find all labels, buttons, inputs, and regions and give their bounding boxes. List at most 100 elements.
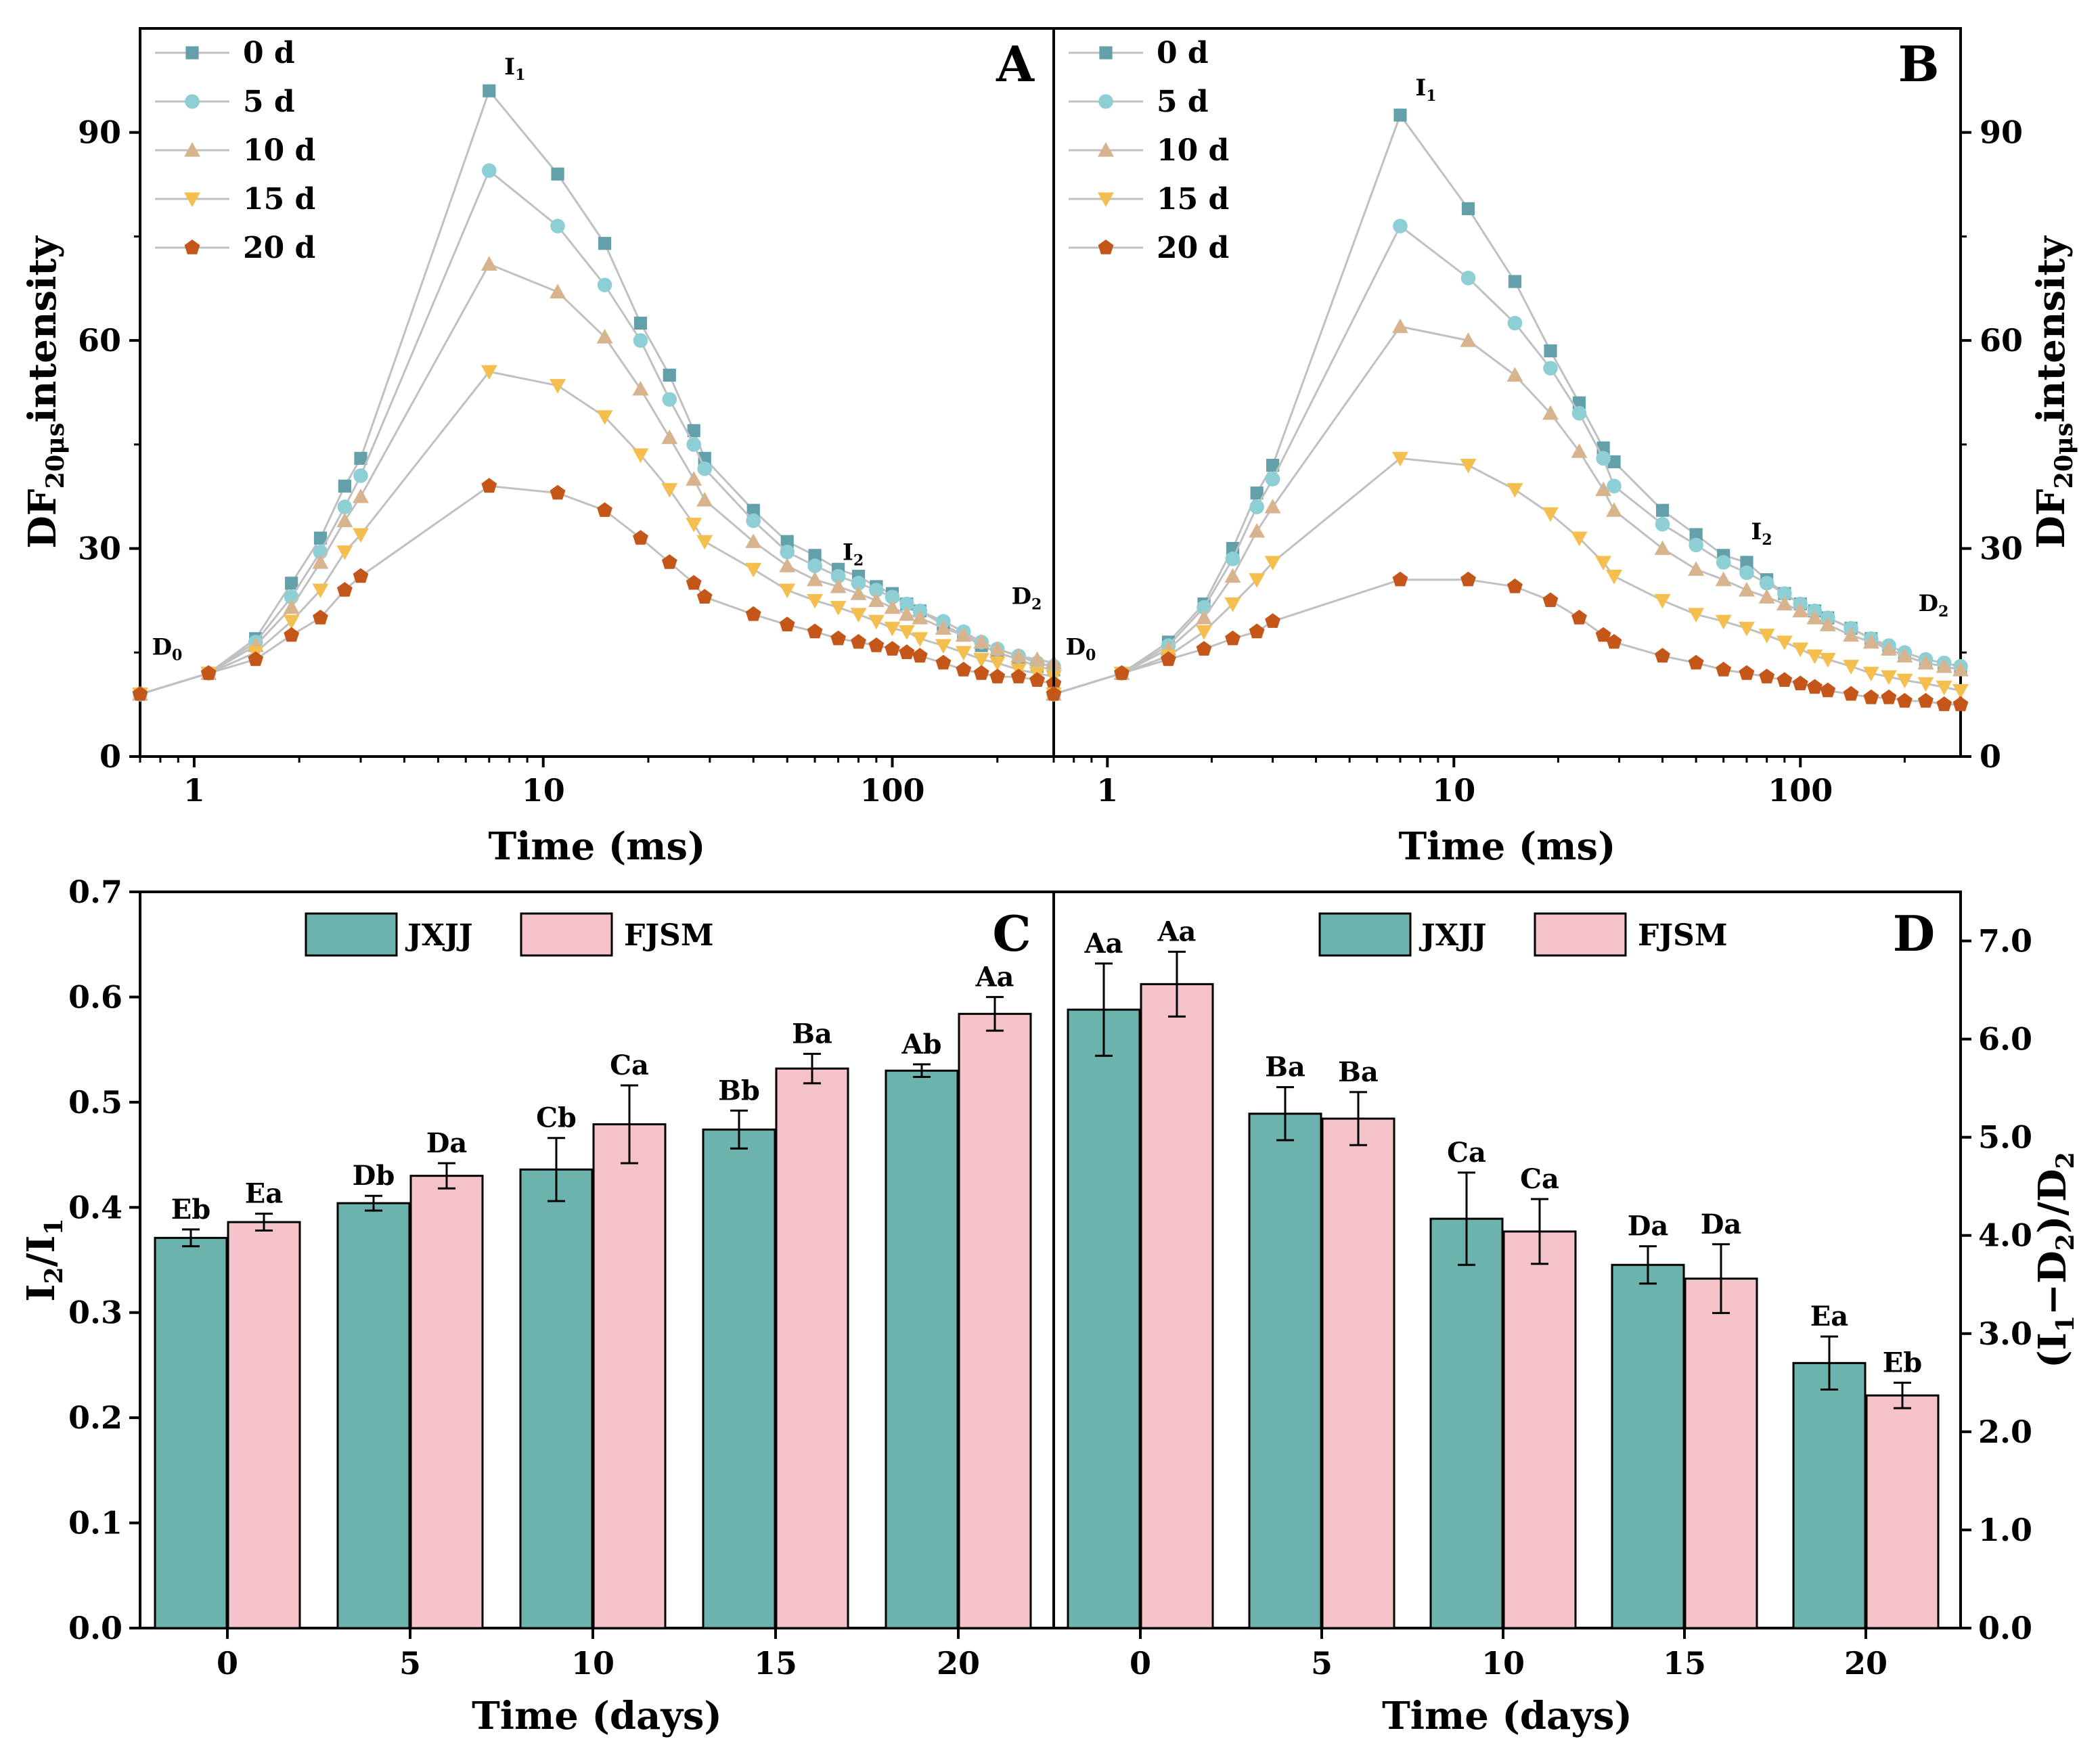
- bar-jxjj: [336, 1202, 411, 1629]
- x-tick-label: 10: [1432, 772, 1475, 809]
- data-point: [1249, 573, 1266, 588]
- y-tick-label: 5.0: [1978, 1119, 2032, 1156]
- annotation-part: D: [152, 634, 172, 661]
- data-point: [661, 429, 678, 445]
- y-tick-label: 0.2: [68, 1399, 122, 1436]
- significance-label: Eb: [1883, 1347, 1922, 1378]
- bar-jxjj: [1248, 1112, 1322, 1629]
- data-point: [312, 583, 329, 599]
- annotation-sub: 2: [1031, 596, 1042, 614]
- data-point: [935, 654, 952, 670]
- bar-fjsm: [592, 1123, 667, 1629]
- legend-label: FJSM: [624, 918, 714, 953]
- legend-swatch-fjsm: [1534, 912, 1627, 957]
- y-tick-label: 90: [78, 114, 121, 151]
- data-point: [1655, 503, 1670, 517]
- series-line-10d: [1053, 325, 1961, 696]
- data-point: [1544, 344, 1557, 358]
- y-axis-label-sub: 20μs: [41, 423, 70, 489]
- legend: JXJJ FJSM: [305, 912, 714, 957]
- bar-jxjj: [154, 1236, 228, 1629]
- y-tick-label: 0.4: [68, 1189, 122, 1225]
- data-point: [1595, 481, 1612, 497]
- data-point: [1689, 537, 1703, 553]
- y-tick-label: 1.0: [1978, 1512, 2032, 1548]
- annotation: D2: [1919, 590, 1949, 621]
- annotation: D0: [152, 634, 183, 664]
- annotation: D0: [1066, 634, 1096, 664]
- series-markers-5d: [133, 163, 1061, 702]
- data-point: [481, 163, 497, 178]
- data-point: [830, 578, 847, 593]
- data-point: [1654, 593, 1671, 609]
- legend-label: 20 d: [243, 231, 315, 265]
- data-point: [1224, 568, 1241, 583]
- bar-fjsm: [958, 1012, 1032, 1629]
- data-point: [745, 562, 762, 578]
- data-point: [1460, 271, 1476, 286]
- y-tick-label: 30: [1980, 531, 2023, 567]
- panel-label: A: [996, 35, 1035, 93]
- bar-fjsm: [1684, 1278, 1758, 1629]
- data-point: [851, 576, 866, 591]
- legend-label: 5 d: [243, 85, 295, 119]
- bar-fjsm: [1140, 983, 1214, 1629]
- data-point: [200, 665, 217, 680]
- data-point: [686, 574, 702, 590]
- x-tick-label: 10: [522, 772, 565, 809]
- data-point: [780, 535, 794, 548]
- data-point: [807, 623, 823, 639]
- data-point: [1265, 613, 1280, 628]
- data-point: [1689, 528, 1703, 541]
- bar-fjsm: [1865, 1394, 1940, 1629]
- annotation-sub: 0: [1086, 647, 1096, 664]
- x-tick-label: 100: [1768, 772, 1833, 809]
- y-axis-label-part: /I: [19, 1236, 64, 1267]
- data-point: [1739, 665, 1755, 680]
- legend-label: 10 d: [243, 133, 315, 168]
- data-point: [1225, 630, 1241, 646]
- data-point: [1542, 592, 1559, 608]
- y-axis-label-part: intensity: [2029, 235, 2074, 423]
- y-tick-label: 30: [78, 531, 121, 567]
- data-point: [696, 589, 713, 604]
- legend: 0 d 5 d 10 d 15 d 20 d: [155, 36, 315, 265]
- data-point: [632, 380, 649, 396]
- y-tick-label: 0: [99, 738, 121, 775]
- series-markers-15d: [1046, 451, 1969, 702]
- data-point: [868, 637, 885, 652]
- data-point: [696, 535, 713, 550]
- data-point: [1249, 499, 1264, 514]
- x-tick-label: 10: [571, 1645, 615, 1682]
- bar-fjsm: [1502, 1230, 1577, 1629]
- data-point: [550, 284, 566, 299]
- data-point: [1777, 586, 1792, 601]
- y-axis-label-part: intensity: [20, 235, 65, 423]
- significance-label: Ea: [245, 1178, 283, 1210]
- data-point: [551, 167, 564, 181]
- data-point: [1738, 582, 1755, 597]
- y-tick-label: 3.0: [1978, 1315, 2032, 1352]
- legend-marker: [184, 192, 200, 207]
- data-point: [1542, 507, 1559, 522]
- bar-jxjj: [1429, 1217, 1504, 1629]
- annotation-part: I: [504, 53, 515, 81]
- x-tick-label: 15: [1663, 1645, 1706, 1682]
- data-point: [1249, 522, 1266, 538]
- data-point: [1571, 443, 1588, 458]
- legend-label: 15 d: [1157, 182, 1229, 217]
- data-point: [336, 512, 353, 528]
- data-point: [898, 625, 915, 640]
- significance-label: Da: [1701, 1209, 1742, 1240]
- data-point: [1264, 499, 1281, 514]
- data-point: [1917, 677, 1934, 692]
- data-point: [1029, 672, 1045, 687]
- data-point: [1739, 565, 1754, 581]
- annotation-sub: 1: [1426, 87, 1436, 105]
- data-point: [899, 644, 915, 659]
- data-point: [352, 528, 369, 543]
- data-point: [1863, 689, 1879, 704]
- data-point: [132, 685, 148, 701]
- data-point: [989, 641, 1006, 656]
- legend-marker: [185, 46, 199, 60]
